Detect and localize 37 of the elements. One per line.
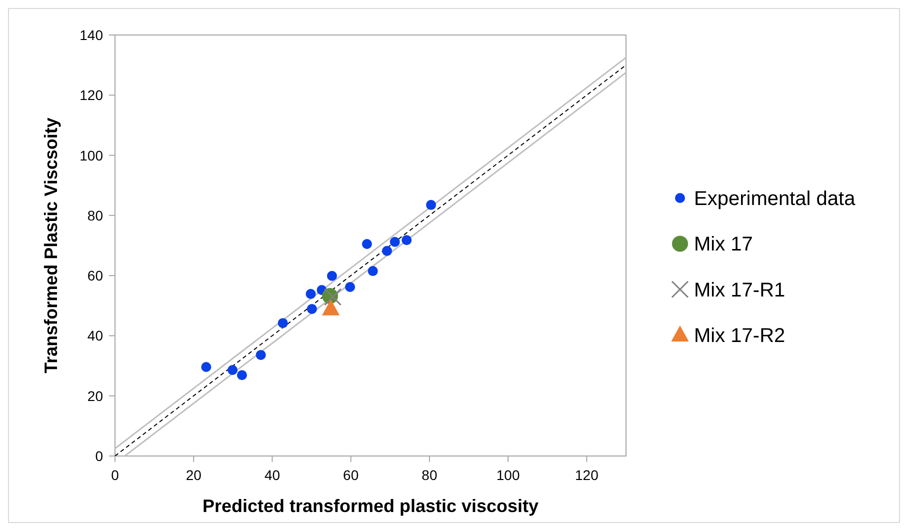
point: [382, 246, 392, 256]
legend-label: Mix 17-R2: [694, 325, 786, 348]
y-tick-label: 100: [80, 147, 104, 164]
point: [228, 364, 238, 375]
point: [306, 304, 317, 314]
point: [256, 350, 266, 360]
x-tick-label: 60: [343, 467, 359, 483]
x-axis-title: Predicted transformed plastic viscosity: [202, 496, 539, 516]
point: [201, 362, 212, 372]
point: [390, 236, 400, 247]
y-tick-label: 80: [87, 207, 104, 224]
x-tick-label: 120: [575, 467, 599, 483]
y-tick-label: 140: [80, 27, 104, 43]
y-tick-label: 20: [87, 388, 104, 404]
y-tick-label: 120: [80, 87, 104, 104]
point: [306, 288, 316, 299]
point: [278, 318, 288, 328]
x-tick-label: 0: [111, 467, 120, 483]
point: [326, 270, 337, 281]
x-tick-label: 80: [422, 467, 438, 483]
legend-label: Mix 17-R1: [694, 279, 786, 302]
point: [402, 235, 412, 246]
legend-label: Experimental data: [694, 188, 856, 210]
point: [345, 282, 356, 292]
point: [324, 288, 342, 306]
point: [362, 238, 372, 249]
x-tick-label: 20: [186, 467, 202, 483]
x-tick-label: 40: [264, 467, 280, 483]
point: [368, 266, 378, 276]
y-tick-label: 40: [87, 328, 104, 344]
x-tick-label: 100: [496, 467, 520, 483]
y-tick-label: 60: [87, 268, 104, 284]
y-axis-title: Transformed Plastic Viscsoity: [41, 118, 61, 374]
point: [236, 370, 247, 380]
point: [426, 200, 436, 210]
legend-label: Mix 17: [694, 234, 753, 256]
y-tick-label: 0: [95, 448, 104, 464]
